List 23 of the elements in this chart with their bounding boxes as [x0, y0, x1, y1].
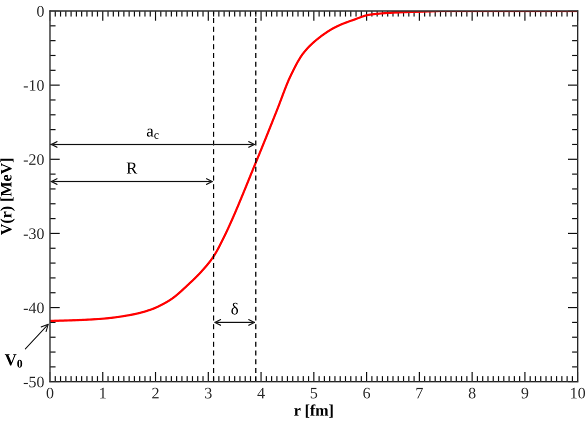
x-tick-label: 0 [46, 388, 54, 399]
annotation: δ [231, 302, 238, 315]
y-tick-label: -10 [24, 80, 44, 91]
y-tick-label: 0 [37, 6, 44, 17]
x-tick-label: 10 [571, 388, 586, 399]
x-tick-label: 7 [416, 388, 423, 398]
y-tick-label: -50 [24, 376, 44, 388]
y-tick-label: -20 [24, 154, 44, 165]
x-axis-title: r [fm] [294, 404, 333, 418]
x-tick-label: 1 [100, 388, 106, 398]
x-tick-label: 5 [310, 388, 318, 399]
x-tick-label: 9 [521, 388, 528, 399]
y-tick-label: -40 [24, 302, 44, 314]
x-tick-label: 2 [152, 388, 159, 398]
annotation: V$_{0}$ [4, 354, 22, 368]
x-tick-label: 6 [363, 388, 370, 399]
x-tick-label: 3 [205, 388, 212, 399]
y-tick-label: -30 [24, 228, 44, 240]
annotation: a$_{c}$ [146, 128, 159, 139]
x-tick-label: 4 [257, 388, 265, 398]
annotation: R [126, 162, 138, 174]
y-axis-title: V(r) [MeV] [0, 158, 15, 235]
x-tick-label: 8 [468, 388, 476, 399]
